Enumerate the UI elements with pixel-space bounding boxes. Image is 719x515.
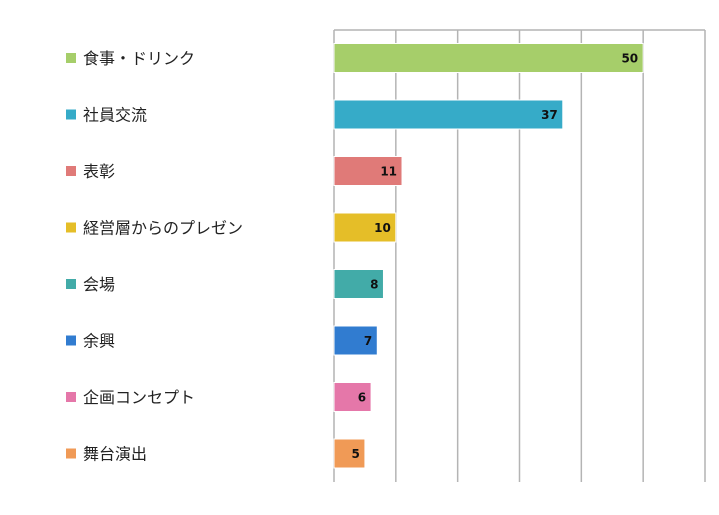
legend-label: 舞台演出 bbox=[83, 445, 147, 464]
bar bbox=[333, 43, 644, 73]
bar bbox=[333, 99, 564, 130]
legend-label: 社員交流 bbox=[83, 106, 147, 125]
legend-label: 会場 bbox=[83, 275, 115, 294]
data-label: 37 bbox=[541, 108, 558, 122]
legend-swatch bbox=[66, 166, 76, 176]
bar bbox=[333, 325, 378, 356]
bar bbox=[333, 438, 366, 469]
legend-label: 経営層からのプレゼン bbox=[83, 219, 243, 238]
legend-label: 食事・ドリンク bbox=[83, 49, 195, 68]
data-label: 7 bbox=[364, 334, 372, 348]
legend-label: 企画コンセプト bbox=[83, 388, 195, 407]
legend-swatch bbox=[66, 109, 76, 120]
legend-label: 余興 bbox=[83, 332, 115, 351]
data-label: 8 bbox=[370, 278, 378, 292]
legend-swatch bbox=[66, 448, 76, 459]
data-label: 10 bbox=[374, 221, 391, 235]
legend-swatch bbox=[66, 222, 76, 233]
data-label: 5 bbox=[352, 447, 360, 461]
legend-swatch bbox=[66, 53, 76, 63]
bar bbox=[333, 156, 403, 186]
legend-label: 表彰 bbox=[83, 162, 115, 181]
legend-swatch bbox=[66, 279, 76, 289]
bar bbox=[333, 212, 397, 243]
data-label: 11 bbox=[380, 165, 397, 179]
legend-swatch bbox=[66, 335, 76, 346]
bar bbox=[333, 382, 372, 412]
data-label: 6 bbox=[358, 391, 366, 405]
data-label: 50 bbox=[621, 52, 638, 66]
legend-swatch bbox=[66, 392, 76, 402]
bar bbox=[333, 269, 384, 299]
